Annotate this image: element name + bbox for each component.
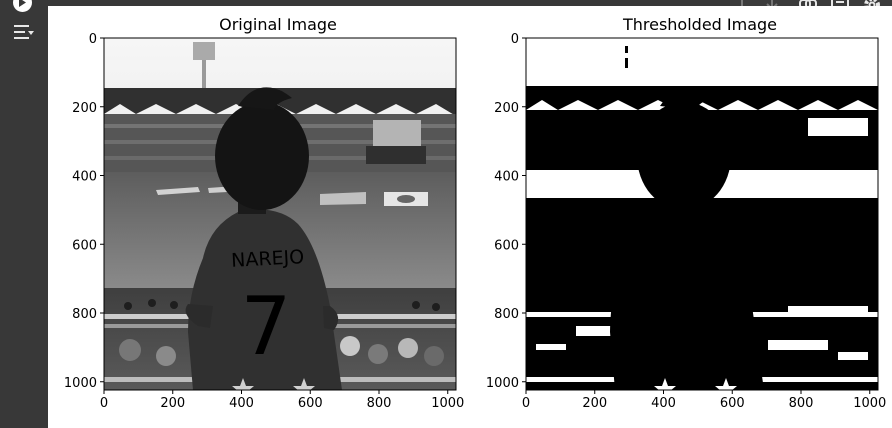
y-tick-label: 400 bbox=[72, 170, 97, 185]
x-tick-label: 800 bbox=[789, 396, 814, 411]
x-tick-label: 600 bbox=[720, 396, 745, 411]
y-tick-label: 800 bbox=[72, 307, 97, 322]
jersey-name-original: NAREJO bbox=[231, 246, 305, 272]
y-tick-label: 0 bbox=[89, 32, 97, 47]
x-tick-label: 800 bbox=[367, 396, 392, 411]
plot-title-thresholded: Thresholded Image bbox=[622, 15, 777, 34]
y-tick-label: 0 bbox=[511, 32, 519, 47]
original-image: NAREJO 7 bbox=[104, 38, 456, 390]
y-tick-label: 600 bbox=[494, 238, 519, 253]
y-tick-label: 200 bbox=[72, 101, 97, 116]
jersey-number-thresholded: 7 bbox=[663, 280, 714, 373]
y-tick-label: 1000 bbox=[64, 376, 97, 391]
x-tick-label: 0 bbox=[522, 396, 530, 411]
jersey-name-thresholded: NAREJO bbox=[653, 246, 727, 272]
x-tick-label: 200 bbox=[582, 396, 607, 411]
x-tick-label: 1000 bbox=[853, 396, 886, 411]
figure: NAREJO 7 NAREJO 7 bbox=[64, 15, 886, 411]
x-tick-label: 200 bbox=[160, 396, 185, 411]
y-tick-label: 1000 bbox=[486, 376, 519, 391]
y-tick-label: 800 bbox=[494, 307, 519, 322]
cell-gutter bbox=[0, 0, 48, 428]
axes-frame-thresholded bbox=[525, 37, 879, 391]
thresholded-image: NAREJO 7 bbox=[526, 38, 878, 390]
y-tick-label: 600 bbox=[72, 238, 97, 253]
run-cell-button[interactable] bbox=[13, 0, 32, 12]
x-tick-label: 400 bbox=[651, 396, 676, 411]
y-tick-label: 400 bbox=[494, 170, 519, 185]
axes-frame-original bbox=[103, 37, 457, 391]
jersey-number-original: 7 bbox=[241, 280, 292, 373]
play-icon bbox=[19, 0, 26, 7]
x-tick-label: 600 bbox=[298, 396, 323, 411]
y-tick-label: 200 bbox=[494, 101, 519, 116]
x-tick-label: 0 bbox=[100, 396, 108, 411]
output-options-icon[interactable] bbox=[11, 22, 37, 42]
x-tick-label: 1000 bbox=[431, 396, 464, 411]
matplotlib-output: NAREJO 7 NAREJO 7 bbox=[48, 6, 892, 428]
x-tick-label: 400 bbox=[229, 396, 254, 411]
plot-title-original: Original Image bbox=[219, 15, 337, 34]
